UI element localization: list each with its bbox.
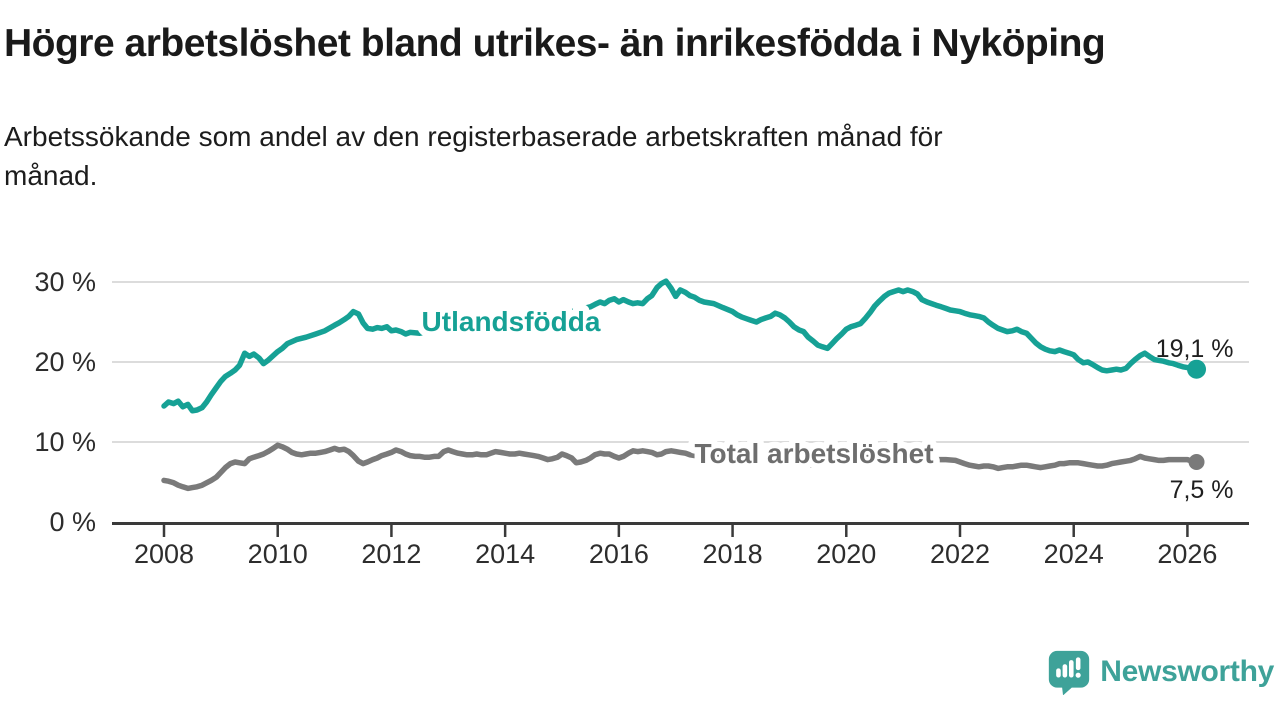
newsworthy-logo-icon — [1049, 650, 1090, 695]
page-title: Högre arbetslöshet bland utrikes- än inr… — [4, 22, 1106, 65]
chart-subtitle: Arbetssökande som andel av den registerb… — [4, 121, 943, 191]
series-end-value-label: 7,5 % — [1170, 476, 1234, 504]
x-tick-label: 2014 — [475, 539, 535, 569]
y-tick-label: 30 % — [34, 267, 96, 297]
series-line-utlandsfodda — [161, 278, 1200, 414]
y-tick-label: 10 % — [34, 427, 96, 457]
x-tick-label: 2008 — [134, 539, 194, 569]
newsworthy-logo-text: Newsworthy — [1100, 655, 1274, 688]
x-tick-label: 2016 — [589, 539, 649, 569]
x-tick-label: 2010 — [248, 539, 308, 569]
y-tick-label: 0 % — [49, 507, 96, 537]
x-tick-label: 2026 — [1157, 539, 1217, 569]
series-end-value-label: 19,1 % — [1156, 335, 1234, 363]
series-end-dot — [1188, 454, 1205, 470]
x-tick-label: 2018 — [703, 539, 763, 569]
series-end-dot — [1187, 359, 1207, 379]
y-tick-label: 20 % — [34, 347, 96, 377]
x-tick-label: 2012 — [361, 539, 421, 569]
x-tick-label: 2024 — [1044, 539, 1104, 569]
x-tick-label: 2022 — [930, 539, 990, 569]
x-tick-label: 2020 — [816, 539, 876, 569]
series-label: Total arbetslöshet — [694, 438, 933, 469]
newsworthy-logo: Newsworthy — [1047, 646, 1274, 698]
series-line-total — [161, 442, 1200, 492]
series-label: Utlandsfödda — [422, 306, 601, 337]
